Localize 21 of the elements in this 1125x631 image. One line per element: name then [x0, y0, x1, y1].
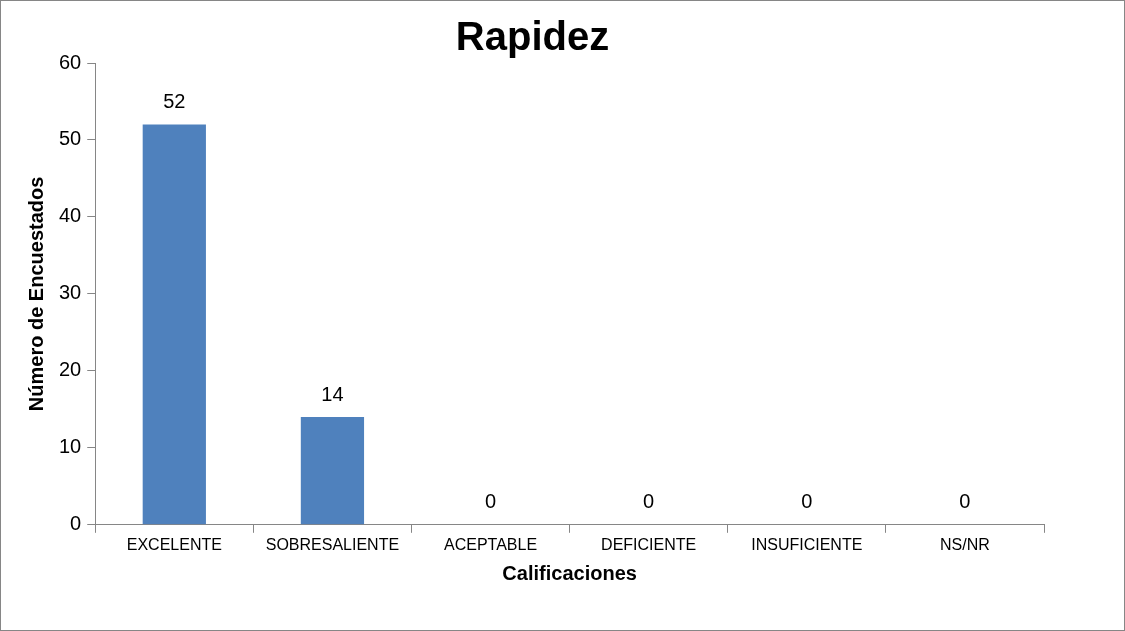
- x-tick-label: NS/NR: [940, 535, 990, 553]
- x-tick-label: ACEPTABLE: [444, 535, 538, 553]
- data-label: 0: [643, 490, 655, 513]
- chart-title: Rapidez: [455, 14, 610, 59]
- data-label: 0: [801, 490, 813, 513]
- data-label: 52: [163, 90, 186, 113]
- y-tick-label: 30: [59, 281, 82, 304]
- y-tick-label: 50: [59, 127, 82, 150]
- data-label: 0: [959, 490, 971, 513]
- x-tick-label: DEFICIENTE: [601, 535, 697, 553]
- y-tick-label: 20: [59, 358, 82, 381]
- x-tick-label: SOBRESALIENTE: [265, 535, 400, 553]
- data-label: 14: [321, 382, 344, 405]
- data-label: 0: [485, 490, 497, 513]
- y-axis-title: Número de Encuestados: [24, 176, 47, 412]
- y-tick-label: 60: [59, 50, 82, 73]
- y-tick-label: 0: [70, 512, 82, 535]
- y-tick-label: 40: [59, 204, 82, 227]
- y-tick-label: 10: [59, 435, 82, 458]
- x-tick-label: INSUFICIENTE: [751, 535, 863, 553]
- x-tick-label: EXCELENTE: [126, 535, 222, 553]
